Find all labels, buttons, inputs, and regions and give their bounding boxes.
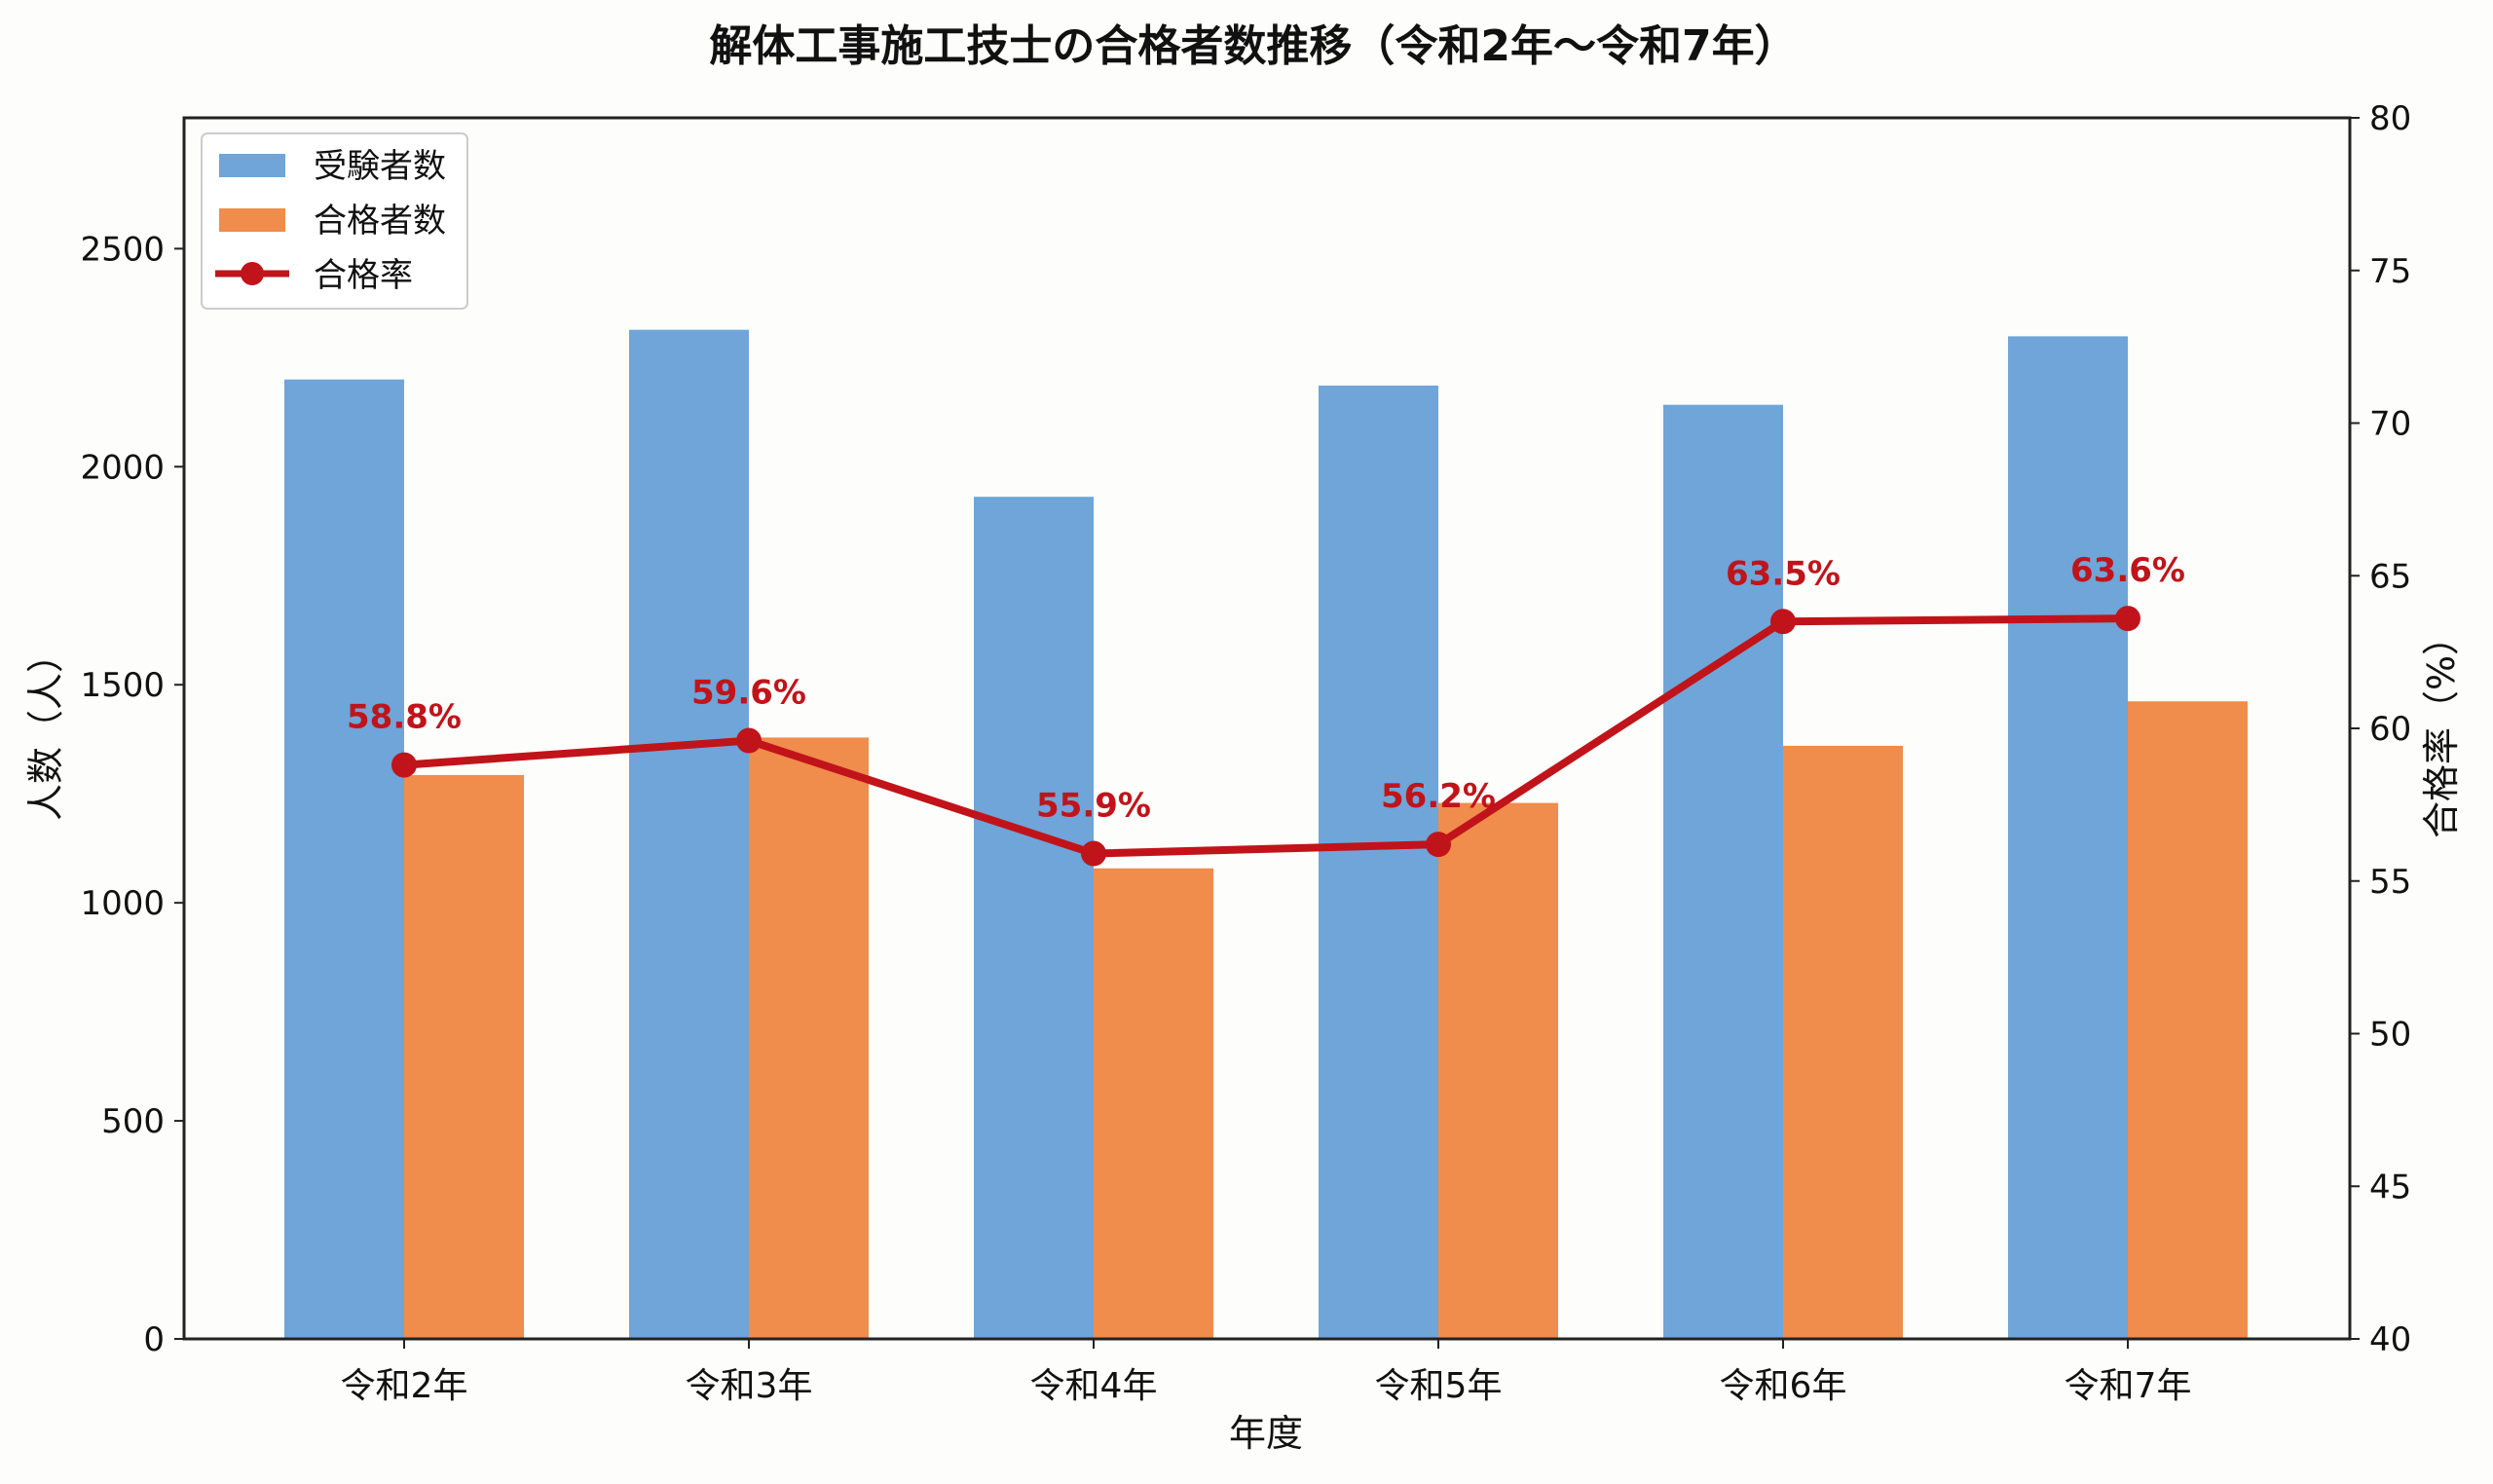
bar-passers	[404, 774, 524, 1339]
bar-applicants	[2008, 336, 2128, 1339]
y2-tick-label: 80	[2369, 99, 2411, 138]
bar-passers	[1783, 745, 1903, 1339]
rate-data-label: 63.6%	[2070, 551, 2185, 590]
rate-data-label: 55.9%	[1036, 787, 1151, 826]
y-tick-label: 2500	[80, 230, 165, 269]
y2-tick-label: 40	[2369, 1320, 2411, 1359]
legend-swatch-applicants	[219, 154, 285, 177]
bar-applicants	[974, 497, 1094, 1339]
y-tick-label: 2000	[80, 448, 165, 487]
rate-line	[403, 614, 2129, 858]
legend-label-applicants: 受験者数	[314, 147, 446, 186]
y2-tick-label: 55	[2369, 863, 2411, 902]
bar-applicants	[284, 379, 404, 1339]
bar-passers	[1094, 868, 1213, 1339]
rate-data-label: 59.6%	[691, 674, 806, 713]
bar-passers	[2128, 701, 2248, 1339]
x-axis-label: 年度	[1229, 1412, 1303, 1455]
bar-applicants	[1319, 385, 1438, 1340]
legend-label-rate: 合格率	[314, 256, 413, 295]
rate-point	[1770, 609, 1796, 635]
y2-tick-label: 45	[2369, 1168, 2411, 1206]
y-tick-label: 1000	[80, 884, 165, 923]
y2-tick-label: 60	[2369, 710, 2411, 749]
y2-axis-label: 合格率（%）	[2420, 618, 2463, 838]
y2-tick-label: 65	[2369, 557, 2411, 596]
rate-data-label: 63.5%	[1726, 554, 1841, 593]
y-axis-label: 人数（人）	[24, 636, 67, 821]
x-tick-label: 令和5年	[1375, 1366, 1503, 1406]
y2-tick-label: 50	[2369, 1016, 2411, 1055]
legend-marker-rate	[241, 262, 264, 285]
rate-data-label: 56.2%	[1381, 777, 1496, 816]
bar-applicants	[629, 329, 749, 1339]
bar-applicants	[1663, 404, 1783, 1339]
y2-tick-label: 75	[2369, 252, 2411, 291]
y-tick-label: 500	[101, 1102, 165, 1141]
x-tick-label: 令和3年	[686, 1366, 813, 1406]
legend-label-passers: 合格者数	[314, 202, 446, 241]
legend: 受験者数 合格者数 合格率	[201, 132, 468, 310]
x-tick-label: 令和4年	[1030, 1366, 1158, 1406]
rate-point	[2115, 606, 2140, 632]
y-tick-label: 0	[143, 1320, 165, 1359]
rate-data-label: 58.8%	[347, 698, 462, 737]
bar-passers	[1438, 802, 1558, 1339]
rate-point	[391, 752, 417, 778]
rate-point	[1081, 840, 1106, 867]
chart-title: 解体工事施工技士の合格者数推移（令和2年〜令和7年）	[709, 21, 1797, 71]
rate-point	[1426, 832, 1451, 858]
x-tick-label: 令和2年	[341, 1366, 468, 1406]
bar-passers	[749, 737, 869, 1339]
legend-swatch-passers	[219, 208, 285, 232]
rate-point	[736, 727, 762, 754]
y2-tick-label: 70	[2369, 405, 2411, 444]
x-tick-label: 令和7年	[2065, 1366, 2192, 1406]
x-tick-label: 令和6年	[1720, 1366, 1847, 1406]
y-tick-label: 1500	[80, 666, 165, 705]
